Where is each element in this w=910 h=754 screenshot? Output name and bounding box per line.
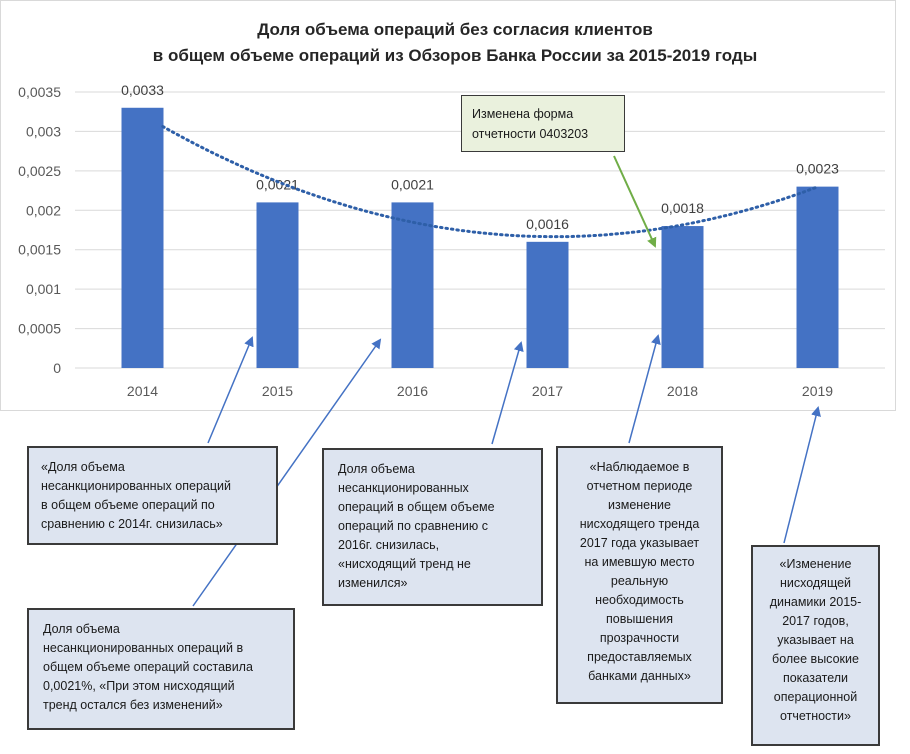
bar-chart: 0 0,0005 0,001 0,0015 0,002 0,0025 0,003 0,0035… <box>18 82 885 399</box>
y-tick-label: 0,0005 <box>18 321 61 337</box>
callout-2018-text: «Наблюдаемое в отчетном периоде изменени… <box>579 460 700 683</box>
callout-2018: «Наблюдаемое в отчетном периоде изменени… <box>556 446 723 704</box>
bar-2019 <box>796 186 839 368</box>
data-label-2014: 0,0033 <box>121 82 164 98</box>
y-tick-label: 0,003 <box>26 123 61 139</box>
chart-title-line1: Доля объема операций без согласия клиент… <box>257 20 653 39</box>
arrow-2019 <box>783 406 821 544</box>
data-label-2016: 0,0021 <box>391 176 434 192</box>
y-tick-label: 0,0035 <box>18 84 61 100</box>
bar-2014 <box>121 107 164 369</box>
callout-2016-text: Доля объема несанкционированных операций… <box>43 622 253 712</box>
x-tick-label: 2019 <box>802 383 833 399</box>
bar-2017 <box>526 241 569 368</box>
callout-2017: Доля объема несанкционированных операций… <box>322 448 543 606</box>
y-tick-label: 0,0015 <box>18 242 61 258</box>
callout-form-change: Изменена форма отчетности 0403203 <box>461 95 625 152</box>
bar-2016 <box>391 202 434 368</box>
chart-title-line2: в общем объеме операций из Обзоров Банка… <box>152 46 758 65</box>
bar-2015 <box>256 202 299 368</box>
callout-2019-text: «Изменение нисходящей динамики 2015- 201… <box>769 557 862 723</box>
trendline <box>161 125 819 239</box>
data-label-2019: 0,0023 <box>796 161 839 177</box>
callout-2015-text: «Доля объема несанкционированных операци… <box>41 460 231 531</box>
callout-form-change-text: Изменена форма отчетности 0403203 <box>472 107 589 141</box>
bar-2018 <box>661 226 704 368</box>
x-tick-label: 2018 <box>667 383 698 399</box>
x-tick-label: 2017 <box>532 383 563 399</box>
x-tick-label: 2016 <box>397 383 428 399</box>
y-tick-label: 0,001 <box>26 281 61 297</box>
y-tick-label: 0,0025 <box>18 163 61 179</box>
data-label-2018: 0,0018 <box>661 200 704 216</box>
callout-2016: Доля объема несанкционированных операций… <box>27 608 295 730</box>
y-tick-label: 0 <box>53 360 61 376</box>
callout-2019: «Изменение нисходящей динамики 2015- 201… <box>751 545 880 746</box>
callout-2017-text: Доля объема несанкционированных операций… <box>338 462 495 590</box>
y-tick-label: 0,002 <box>26 202 61 218</box>
x-tick-label: 2014 <box>127 383 158 399</box>
data-label-2017: 0,0016 <box>526 216 569 232</box>
x-tick-label: 2015 <box>262 383 293 399</box>
data-label-2015: 0,0021 <box>256 176 299 192</box>
callout-2015: «Доля объема несанкционированных операци… <box>27 446 278 545</box>
